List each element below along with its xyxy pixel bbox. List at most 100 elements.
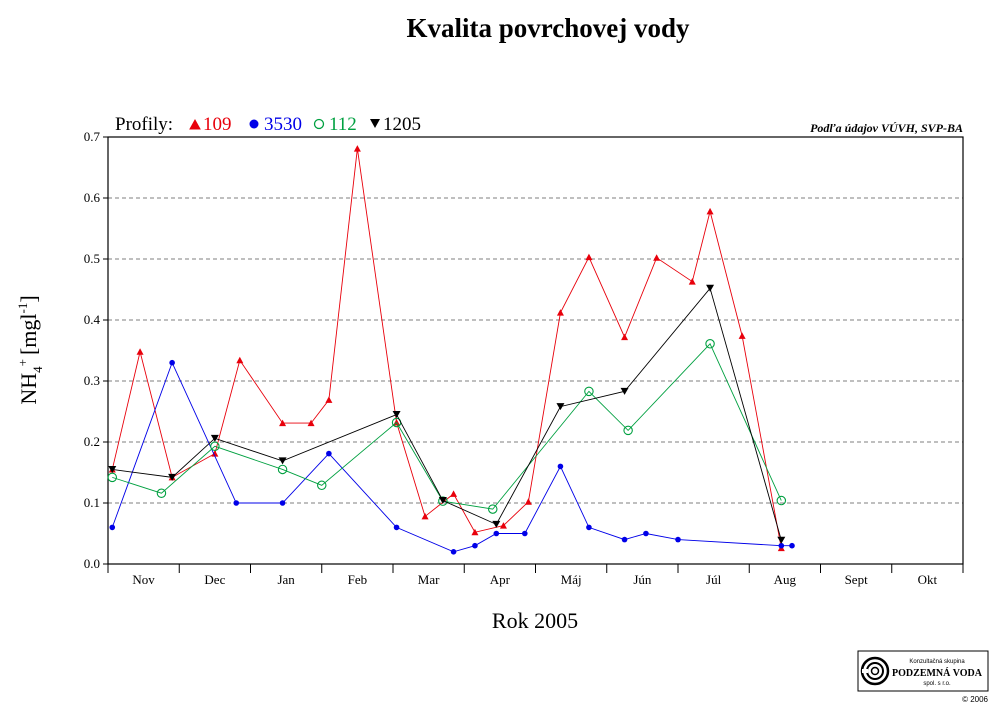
data-point (584, 386, 594, 397)
data-point (353, 145, 361, 152)
y-tick-label: 0.3 (84, 373, 100, 388)
data-point (279, 419, 287, 427)
x-axis-label: Rok 2005 (492, 608, 578, 633)
data-point (392, 411, 401, 419)
y-tick-label: 0.2 (84, 434, 100, 449)
series-line (111, 361, 792, 553)
data-point (524, 498, 532, 505)
data-point (688, 278, 696, 285)
x-tick-label: Júl (706, 572, 722, 587)
y-label-unit-sup: -1 (15, 303, 30, 314)
plot-frame (107, 136, 964, 565)
y-tick-label: 0.6 (84, 190, 101, 205)
data-point (471, 528, 479, 536)
legend: Profily: 109 3530 112 1205 (115, 114, 421, 135)
y-tick-label: 0.4 (84, 312, 101, 327)
data-point (621, 536, 628, 543)
data-point (438, 497, 447, 505)
logo-line3: spol. s r.o. (923, 681, 951, 687)
data-point (316, 480, 327, 491)
legend-marker-109 (189, 118, 201, 130)
legend-label-1205: 1205 (383, 114, 421, 135)
data-point (136, 348, 144, 355)
data-point (210, 434, 219, 442)
data-point (421, 512, 429, 520)
legend-prefix: Profily: (115, 114, 173, 135)
y-tick-label: 0.7 (84, 129, 101, 144)
data-point (278, 457, 287, 465)
series-1205 (108, 284, 786, 544)
data-point (450, 490, 458, 497)
x-tick-label: Dec (204, 572, 225, 587)
data-point (777, 536, 786, 544)
data-point (620, 387, 629, 395)
company-logo: Konzultačná skupina PODZEMNÁ VODA spol. … (857, 650, 989, 704)
x-tick-label: Apr (490, 572, 511, 587)
data-point (621, 333, 629, 341)
legend-marker-1205 (370, 119, 380, 128)
data-point (653, 254, 661, 261)
y-tick-label: 0.1 (84, 495, 100, 510)
data-point (450, 549, 457, 555)
legend-label-109: 109 (203, 114, 232, 135)
y-label-sup: + (15, 359, 30, 366)
data-point (108, 465, 117, 473)
source-note: Podľa údajov VÚVH, SVP-BA (810, 121, 963, 135)
data-point (210, 441, 220, 452)
series-layer (107, 145, 795, 555)
data-point (211, 450, 219, 457)
data-point (156, 488, 167, 498)
data-point (557, 463, 564, 470)
data-point (326, 450, 332, 457)
data-point (623, 425, 633, 436)
x-tick-label: Aug (774, 572, 797, 587)
x-tick-label: Máj (561, 572, 582, 587)
series-3530 (109, 359, 795, 555)
data-point (522, 530, 528, 537)
x-tick-label: Sept (845, 572, 869, 587)
y-axis: 0.0 0.1 0.2 0.3 0.4 0.5 0.6 0.7 (84, 129, 108, 571)
y-label-sub: 4 (30, 366, 45, 373)
chart-title: Kvalita povrchovej vody (407, 13, 690, 43)
x-tick-label: Jan (277, 572, 295, 587)
data-point (487, 504, 498, 514)
x-tick-label: Jún (633, 572, 652, 587)
x-axis: Nov Dec Jan Feb Mar Apr Máj Jún Júl Aug Sept Okt (107, 564, 964, 587)
data-point (492, 520, 501, 528)
series-line (111, 148, 782, 549)
data-point (705, 339, 715, 349)
data-point (586, 524, 592, 531)
data-point (472, 542, 478, 549)
copyright: © 2006 (962, 695, 988, 704)
legend-marker-112 (313, 118, 325, 130)
data-point (778, 542, 785, 549)
data-point (279, 500, 286, 506)
data-point (493, 530, 500, 537)
y-label-unit-end: ] (16, 295, 41, 302)
data-point (675, 536, 681, 543)
data-point (109, 524, 116, 531)
data-point (643, 530, 649, 537)
x-tick-label: Okt (918, 572, 938, 587)
series-112 (107, 339, 787, 514)
x-tick-label: Feb (348, 572, 368, 587)
series-line (112, 342, 782, 510)
data-point (233, 500, 240, 506)
legend-label-112: 112 (329, 114, 357, 135)
data-point (556, 309, 564, 316)
data-point (706, 207, 714, 215)
data-point (585, 253, 593, 261)
x-tick-label: Nov (132, 572, 155, 587)
gridlines (108, 197, 963, 504)
data-point (438, 496, 448, 506)
data-point (776, 495, 787, 506)
data-point (789, 542, 795, 549)
data-point (325, 396, 333, 403)
data-point (556, 403, 565, 411)
data-point (168, 473, 177, 481)
y-tick-label: 0.5 (84, 251, 100, 266)
data-point (393, 524, 400, 531)
data-point (307, 419, 315, 427)
data-point (236, 356, 244, 364)
y-axis-label: NH4+ [mgl-1] (15, 295, 45, 404)
